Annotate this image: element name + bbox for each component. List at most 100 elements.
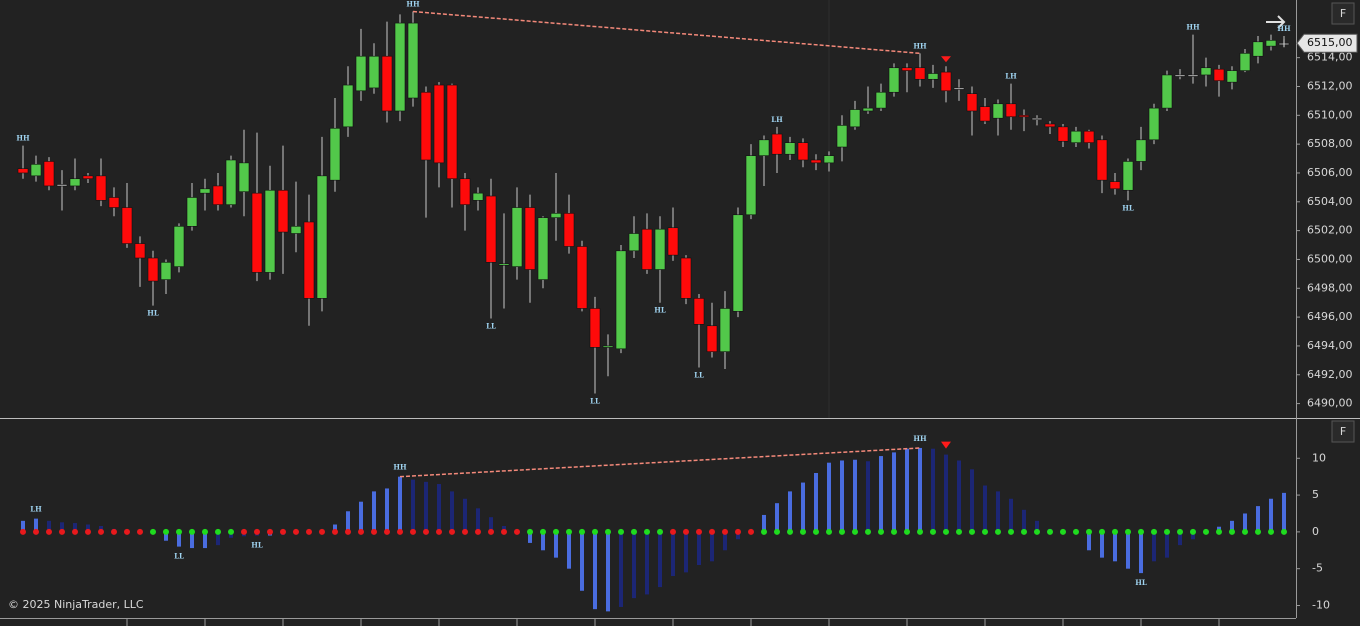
y-tick-label: 0 xyxy=(1312,525,1319,538)
panel-button-label: F xyxy=(1340,425,1346,438)
histogram-bar xyxy=(918,447,922,532)
candle-body xyxy=(797,142,809,161)
trend-dot xyxy=(904,528,910,535)
y-tick-label: 6502,00 xyxy=(1307,224,1353,237)
panel-button[interactable] xyxy=(1331,2,1355,25)
trend-dot xyxy=(1203,528,1209,535)
swing-label: HH xyxy=(16,134,30,143)
trend-dot xyxy=(592,528,598,535)
trend-dot xyxy=(1008,528,1014,535)
candle-body xyxy=(277,189,289,233)
swing-label: LL xyxy=(590,396,600,405)
y-tick-label: 6492,00 xyxy=(1307,368,1353,381)
candle-body xyxy=(433,84,445,164)
histogram-bar xyxy=(983,485,987,532)
trend-dot xyxy=(189,528,195,535)
trend-dot xyxy=(267,528,273,535)
candle-body xyxy=(1239,53,1251,71)
histogram-bar xyxy=(1152,531,1156,562)
trend-dot xyxy=(1034,528,1040,535)
trend-dot xyxy=(527,528,533,535)
histogram-bar xyxy=(1035,520,1039,532)
trend-dot xyxy=(98,528,104,535)
histogram-bar xyxy=(866,461,870,532)
candle-body xyxy=(1096,139,1108,181)
copyright: © 2025 NinjaTrader, LLC xyxy=(8,598,144,611)
histogram-bar xyxy=(1100,531,1104,558)
panel-button[interactable] xyxy=(1331,420,1355,443)
candle-body xyxy=(264,189,276,273)
trend-dot xyxy=(345,528,351,535)
histogram-bar xyxy=(970,469,974,532)
histogram-bar xyxy=(632,531,636,599)
histogram-bar xyxy=(541,531,545,551)
histogram-bar xyxy=(762,514,766,532)
trend-dot xyxy=(1151,528,1157,535)
candle-body xyxy=(225,159,237,205)
y-tick-label: 6508,00 xyxy=(1307,137,1353,150)
candle-body xyxy=(290,225,302,234)
candle-body xyxy=(940,71,952,92)
histogram-bar xyxy=(73,523,77,532)
histogram-bar xyxy=(1087,531,1091,551)
trend-dot xyxy=(982,528,988,535)
histogram-bar xyxy=(658,531,662,588)
candle-body xyxy=(823,155,835,164)
histogram-bar xyxy=(684,531,688,573)
scroll-icon[interactable] xyxy=(1266,15,1286,29)
candle-body xyxy=(914,67,926,80)
candle-body xyxy=(394,22,406,112)
candle-body xyxy=(888,67,900,93)
trend-dot xyxy=(709,528,715,535)
histogram-bar xyxy=(86,524,90,532)
histogram-bar xyxy=(580,531,584,591)
candle-body xyxy=(537,217,549,280)
trend-dot xyxy=(787,528,793,535)
candle-body xyxy=(641,228,653,270)
candle-body xyxy=(992,103,1004,119)
candle-body xyxy=(615,250,627,350)
candle-body xyxy=(43,161,55,187)
swing-label: LL xyxy=(694,371,704,380)
candle-body xyxy=(511,207,523,267)
swing-label: HH xyxy=(393,463,407,472)
trend-dot xyxy=(1112,528,1118,535)
trend-dot xyxy=(1281,528,1287,535)
trend-dot xyxy=(436,528,442,535)
candle-body xyxy=(82,175,94,180)
trend-dot xyxy=(891,528,897,535)
histogram-bar xyxy=(528,531,532,543)
candle-body xyxy=(966,93,978,112)
histogram-bar xyxy=(333,524,337,532)
candle-body xyxy=(680,257,692,299)
trend-dot xyxy=(852,528,858,535)
trend-dot xyxy=(514,528,520,535)
candle-body xyxy=(95,175,107,201)
trend-dot xyxy=(761,528,767,535)
candle-body xyxy=(706,325,718,352)
candle-body xyxy=(1200,67,1212,76)
trend-dot xyxy=(631,528,637,535)
histogram-bar xyxy=(489,517,493,532)
y-tick-label: 6514,00 xyxy=(1307,51,1353,64)
trend-dot xyxy=(878,528,884,535)
candle-body xyxy=(30,164,42,177)
trend-dot xyxy=(488,528,494,535)
histogram-bar xyxy=(359,501,363,532)
candle-body xyxy=(186,197,198,227)
trend-dot xyxy=(462,528,468,535)
trend-dot xyxy=(800,528,806,535)
y-tick-label: 5 xyxy=(1312,488,1319,501)
candle-body xyxy=(1265,40,1277,47)
trend-dot xyxy=(579,528,585,535)
y-tick-label: 6504,00 xyxy=(1307,195,1353,208)
trend-dot xyxy=(995,528,1001,535)
trend-dot xyxy=(111,528,117,535)
swing-label: HH xyxy=(406,0,420,9)
candle-body xyxy=(1174,74,1186,77)
trend-dot xyxy=(1047,528,1053,535)
swing-label: HL xyxy=(251,541,263,550)
candle-body xyxy=(602,345,614,348)
candle-body xyxy=(758,139,770,156)
histogram-bar xyxy=(1139,531,1143,574)
